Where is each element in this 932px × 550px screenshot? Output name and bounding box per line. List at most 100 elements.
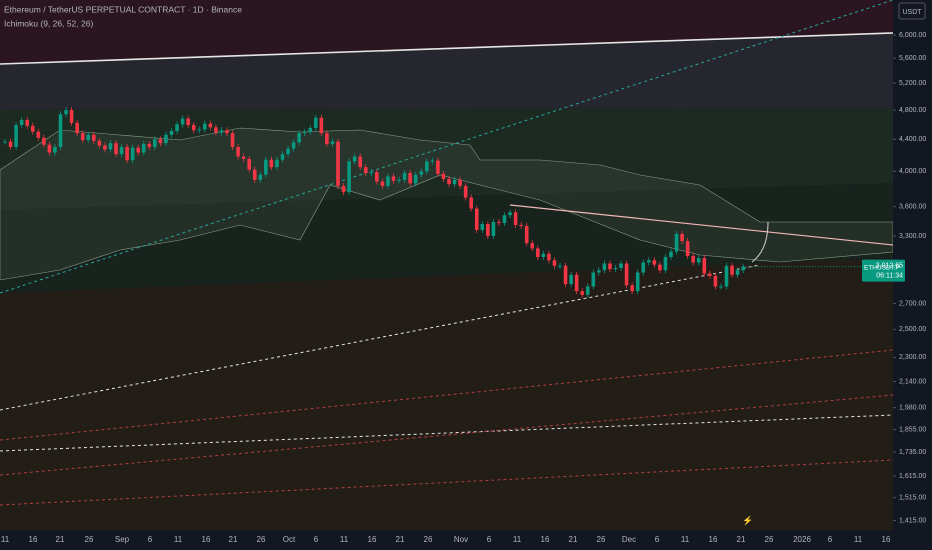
y-tick-label: 4,800.00: [899, 107, 926, 114]
y-tick-label: 1,615.00: [899, 473, 926, 480]
candle: [386, 176, 390, 186]
candle: [58, 114, 63, 148]
candle: [597, 270, 601, 273]
y-tick-label: 1,415.00: [899, 517, 926, 524]
candle: [663, 256, 668, 271]
candle: [75, 122, 79, 134]
candle: [236, 147, 240, 157]
candle: [452, 179, 457, 185]
x-tick-label: Nov: [454, 535, 468, 544]
candle: [552, 260, 557, 266]
candle: [741, 266, 745, 271]
candle: [669, 251, 673, 257]
x-tick-label: 26: [597, 535, 606, 544]
candle: [297, 133, 301, 143]
candle: [180, 118, 185, 125]
trend-line: [0, 32, 894, 65]
candle: [153, 139, 157, 148]
candle: [719, 286, 723, 288]
candle: [585, 286, 590, 295]
candle: [25, 119, 29, 126]
candle: [613, 268, 618, 270]
candle: [674, 233, 679, 252]
candle: [30, 125, 35, 132]
candle: [658, 264, 662, 271]
trend-line: [0, 0, 894, 294]
chart-title: Ethereum / TetherUS PERPETUAL CONTRACT ·…: [4, 4, 242, 14]
candle: [80, 133, 85, 141]
y-tick-label: 2,700.00: [899, 300, 926, 307]
x-tick-label: 16: [541, 535, 550, 544]
candle: [397, 179, 401, 181]
x-tick-label: 16: [202, 535, 211, 544]
candle: [130, 147, 135, 161]
candle: [191, 125, 196, 131]
candle: [735, 270, 740, 275]
candle: [330, 141, 335, 144]
candle: [530, 243, 535, 249]
candle: [574, 274, 579, 292]
y-tick-label: 1,515.00: [899, 494, 926, 501]
projection-arrow: [751, 221, 769, 263]
candle: [425, 161, 429, 172]
candle: [8, 141, 13, 148]
x-axis-bg: [0, 530, 893, 550]
x-tick-label: 6: [655, 535, 660, 544]
y-tick-label: 2,500.00: [899, 326, 926, 333]
currency-box: [898, 2, 926, 20]
indicator-label: Ichimoku (9, 26, 52, 26): [4, 18, 93, 28]
currency: USDT: [902, 9, 922, 16]
candle: [64, 110, 68, 115]
candle: [141, 143, 146, 153]
candle: [580, 291, 584, 295]
x-tick-label: 6: [148, 535, 153, 544]
candle: [136, 147, 140, 153]
candle: [680, 233, 684, 242]
x-tick-label: 6: [314, 535, 319, 544]
x-tick-label: 16: [29, 535, 38, 544]
candle: [14, 125, 18, 148]
candle: [413, 174, 418, 184]
x-tick-label: 26: [765, 535, 774, 544]
candle: [536, 248, 540, 257]
x-tick-label: 6: [487, 535, 492, 544]
candle: [219, 130, 224, 133]
zone: [0, 183, 893, 293]
candle: [203, 123, 207, 130]
x-tick-label: 11: [513, 535, 522, 544]
x-tick-label: 11: [174, 535, 183, 544]
x-tick-label: 21: [569, 535, 578, 544]
x-tick-label: 16: [882, 535, 891, 544]
candle: [169, 130, 174, 135]
y-tick-label: 5,600.00: [899, 55, 926, 62]
candle: [247, 158, 251, 170]
candle: [208, 123, 213, 128]
candle: [724, 265, 729, 287]
candle: [541, 253, 546, 257]
x-tick-label: 21: [737, 535, 746, 544]
candle: [336, 141, 340, 186]
candle: [158, 139, 163, 144]
candle: [363, 167, 368, 173]
x-tick-label: 26: [85, 535, 94, 544]
candle: [275, 159, 279, 168]
y-tick-label: 5,200.00: [899, 80, 926, 87]
candle: [630, 285, 634, 292]
candle: [214, 127, 218, 133]
candle: [696, 258, 701, 263]
x-tick-label: Sep: [115, 535, 130, 544]
candle: [47, 144, 52, 153]
x-tick-label: 11: [854, 535, 863, 544]
candle: [702, 258, 707, 274]
candle: [86, 134, 91, 141]
candle: [19, 119, 24, 126]
candle: [708, 273, 712, 276]
candle: [175, 124, 179, 131]
x-tick-label: 26: [257, 535, 266, 544]
candle: [186, 118, 190, 126]
candle: [569, 274, 573, 285]
candle: [486, 223, 490, 236]
zone: [0, 33, 893, 110]
candle: [591, 272, 596, 287]
candle: [92, 134, 96, 141]
